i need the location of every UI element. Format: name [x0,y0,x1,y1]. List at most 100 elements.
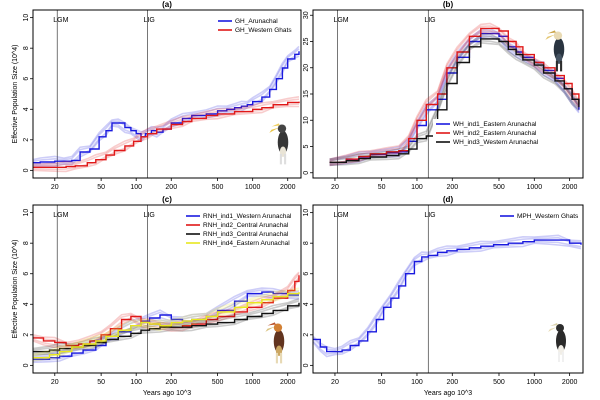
panel-b-hornbill-icon-head [553,31,563,40]
panel-c-xtick-label-500: 500 [212,379,224,386]
panel-d-hornbill-icon [548,323,566,362]
panel-a-ytick-label-2: 2 [23,138,30,142]
panel-b-series-wh-ind2-eastern-arunachal-line [329,27,580,163]
panel-d-legend-box [497,211,577,226]
panel-d-xtick-label-100: 100 [411,379,423,386]
panel-c-hornbill-icon-head [273,323,283,332]
panel-a-series-gh-arunachal-bootstrap-3 [32,45,300,161]
panel-b-ytick-label-25: 25 [303,38,310,46]
panel-b-hornbill-icon [545,30,565,72]
panel-a-hornbill-icon-body [277,130,289,154]
panel-c-hornbill-icon-casque [267,322,276,326]
panel-a-ylabel: Effective Population Size (10^4) [12,45,19,144]
panel-b-xtick-label-100: 100 [411,184,423,191]
panel-d-vline-label-lig: LIG [424,212,435,219]
panel-d-series-mph-western-ghats-bootstrap-2 [312,236,582,351]
panel-c-xlabel: Years ago 10^3 [143,390,191,397]
panel-c-legend-label-rnh-ind3-central-arunachal: RNH_ind3_Central Arunachal [203,231,289,238]
panel-b-ytick-label-10: 10 [303,116,310,124]
panel-d-xtick-label-500: 500 [493,379,505,386]
panel-a-series-gh-western-ghats-bootstrap-3 [32,96,300,166]
panel-b-ytick-label-5: 5 [303,144,310,148]
panel-d-series-mph-western-ghats-group [312,234,582,358]
panel-a-legend-box [215,16,295,40]
panel-b-hornbill-icon-tail [555,60,563,72]
panel-a-xtick-label-100: 100 [130,184,142,191]
panel-d-title: (d) [443,195,454,204]
panel-b-xtick-label-50: 50 [378,184,386,191]
panel-d-legend: MPH_Western Ghats [497,211,579,226]
panel-b-xtick-label-200: 200 [446,184,458,191]
panel-d-xtick-label-2000: 2000 [562,379,578,386]
panel-a-ytick-label-10: 10 [23,14,30,22]
panel-c-series-rnh-ind1-western-arunachal-line [33,291,299,360]
panel-d-hornbill-icon-head [556,324,564,332]
panel-c-frame [32,204,302,374]
panel-c-hornbill-icon-beak [265,326,275,332]
panel-a-series-gh-western-ghats-group [32,96,300,173]
panel-c-vline-label-lgm: LGM [53,212,68,219]
panel-a-hornbill-icon-casque [271,123,280,127]
panel-c-series-rnh-ind4-eastern-arunachal-bootstrap-2 [32,289,300,357]
panel-a-title: (a) [162,0,172,9]
panel-b-vline-label-lig: LIG [424,17,435,24]
panel-d-hornbill-icon-body [556,330,566,352]
panel-a-series-gh-western-ghats-bootstrap-2 [32,98,300,167]
panel-d-xtick-label-1000: 1000 [527,379,543,386]
panel-c-hornbill-icon [265,322,285,364]
panel-b-legend-label-wh-ind3-western-arunachal: WH_ind3_Western Arunachal [453,139,539,146]
panel-b-xtick-label-1000: 1000 [527,184,543,191]
panel-c-xtick-label-50: 50 [97,379,105,386]
panel-c-legend-label-rnh-ind2-central-arunachal: RNH_ind2_Central Arunachal [203,222,289,229]
panel-c-xtick-label-200: 200 [165,379,177,386]
panel-a-group: (a) LGM LIG 20 50 100 200 500 1000 2000 0 2 4 6 8 10 Eff… [12,0,302,191]
panel-a-xtick-label-500: 500 [212,184,224,191]
panel-c-ytick-label-0: 0 [23,363,30,367]
panel-c-title: (c) [162,195,172,204]
panel-b-title: (b) [443,0,454,9]
panel-d-ytick-label-6: 6 [303,272,310,276]
panel-a-hornbill-icon-tail [279,153,287,165]
panel-d-series-mph-western-ghats-bootstrap-3 [312,234,582,350]
panel-c-xtick-label-20: 20 [51,379,59,386]
panel-b-series-wh-ind3-western-arunachal-group [329,33,580,167]
panel-d-xtick-label-50: 50 [378,379,386,386]
panel-d-xtick-label-20: 20 [331,379,339,386]
panel-d-series-mph-western-ghats-line [313,239,582,353]
panel-a-ytick-label-8: 8 [23,46,30,50]
panel-b-ytick-label-20: 20 [303,64,310,72]
panel-c-xtick-label-1000: 1000 [245,379,261,386]
panel-a-vline-label-lig: LIG [143,17,154,24]
panel-b-vline-label-lgm: LGM [333,17,348,24]
panel-b-series-wh-ind3-western-arunachal-line [329,38,580,163]
panel-a-xtick-label-20: 20 [51,184,59,191]
panel-a-xtick-label-1000: 1000 [245,184,261,191]
panel-c-hornbill-icon-tail [275,352,283,364]
panel-c-series-rnh-ind4-eastern-arunachal-group [32,287,300,362]
panel-a-hornbill-icon-head [277,124,287,133]
panel-d-xlabel: Years ago 10^3 [424,390,472,397]
panel-d-xtick-label-200: 200 [446,379,458,386]
panel-c-series-rnh-ind4-eastern-arunachal-line [33,292,300,359]
panel-b-ytick-label-15: 15 [303,90,310,98]
panel-d-vline-label-lgm: LGM [333,212,348,219]
panel-d-hornbill-icon-casque [550,323,558,326]
panel-d-ytick-label-0: 0 [303,363,310,367]
panel-a-xtick-label-200: 200 [165,184,177,191]
panel-b-xtick-label-20: 20 [331,184,339,191]
panel-b-legend-label-wh-ind2-eastern-arunachal: WH_ind2_Eastern Arunachal [453,130,537,137]
panel-c-series-rnh-ind1-western-arunachal-bootstrap-2 [32,289,300,359]
panel-b-group: (b) LGM LIG 20 50 100 200 500 1000 2000 0 5 10 15 20 25… [303,0,584,191]
panel-b-hornbill-icon-casque [547,30,556,34]
panel-a-series-gh-western-ghats-line [33,101,300,168]
panel-a-frame [32,9,302,179]
panel-c-series-rnh-ind3-central-arunachal-bootstrap-3 [32,298,300,350]
panel-d-frame [312,204,584,374]
panel-c-series-rnh-ind3-central-arunachal-bootstrap-0 [32,305,300,356]
panel-d-legend-label-mph-western-ghats: MPH_Western Ghats [517,213,579,220]
panel-c-ylabel: Effective Population Size (10^4) [12,240,19,339]
panel-c-series-rnh-ind1-western-arunachal-bootstrap-0 [32,295,300,364]
